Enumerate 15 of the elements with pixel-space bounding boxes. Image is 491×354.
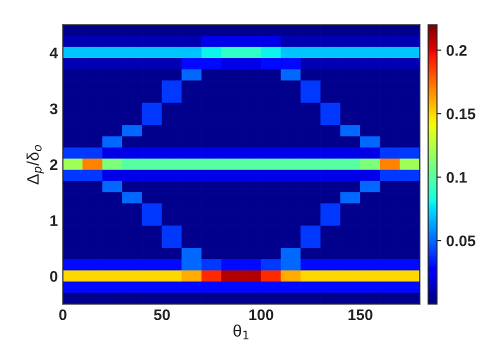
x-tick-label: 150: [348, 309, 372, 320]
y-tick-label: 0: [50, 271, 58, 282]
color-bar-label: 0.05: [446, 235, 476, 246]
y-tick-label: 1: [50, 215, 58, 226]
y-axis-title: Δ$_{p}$/δ$_{o}$: [26, 145, 44, 184]
color-bar-label: 0.1: [446, 172, 467, 183]
y-tick-label: 3: [50, 103, 58, 114]
y-tick-label: 4: [50, 48, 58, 58]
y-tick-label: 2: [50, 159, 58, 170]
x-axis-title: θ$_{1}$: [234, 324, 248, 340]
color-bar-label: 0.2: [446, 45, 467, 56]
x-tick-label: 100: [249, 309, 274, 320]
color-bar-label: 0.15: [446, 108, 476, 120]
x-tick-label: 50: [154, 309, 170, 320]
x-tick-label: 0: [59, 309, 66, 320]
